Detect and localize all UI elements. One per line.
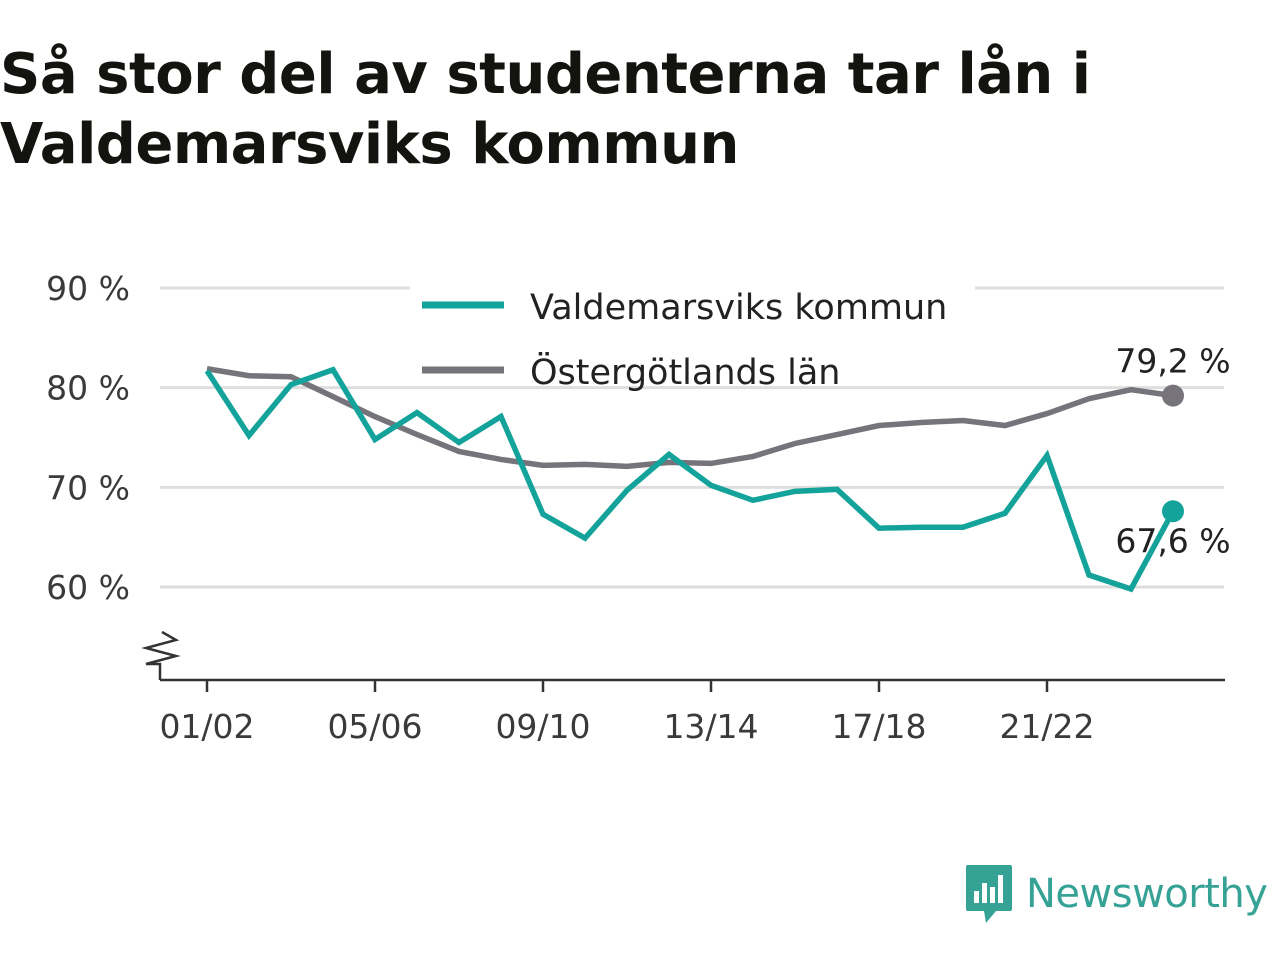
- series-end-label: 79,2 %: [1115, 342, 1230, 381]
- legend-background: [410, 282, 975, 386]
- x-tick-label: 09/10: [495, 707, 590, 746]
- series-end-point: [1162, 500, 1184, 523]
- newsworthy-logo-icon: [966, 865, 1012, 923]
- x-tick-label: 21/22: [999, 707, 1094, 746]
- newsworthy-brand: Newsworthy: [964, 862, 1268, 926]
- y-tick-label: 70 %: [46, 468, 130, 507]
- y-axis-ticks: 60 % 70 % 80 % 90 %: [46, 269, 130, 607]
- axis-break-icon: [141, 630, 181, 680]
- y-tick-label: 60 %: [46, 568, 130, 607]
- chart-title: Så stor del av studenterna tar lån i Val…: [0, 42, 1091, 177]
- x-tick-label: 05/06: [327, 707, 422, 746]
- series-line: [204, 366, 1176, 593]
- series-endpoints: 67,6 % 79,2 %: [1115, 342, 1230, 561]
- legend-label-valdemarsviks: Valdemarsviks kommun: [530, 288, 947, 328]
- x-tick-label: 13/14: [663, 707, 758, 746]
- x-tick-label: 17/18: [831, 707, 926, 746]
- x-axis: [141, 630, 1225, 682]
- legend-label-ostergotlands: Östergötlands län: [530, 351, 840, 393]
- series-line: [206, 366, 1174, 470]
- x-axis-ticks: 01/02 05/06 09/10 13/14 17/18 21/22: [159, 680, 1095, 746]
- series-end-label: 67,6 %: [1115, 521, 1230, 560]
- y-tick-label: 80 %: [46, 369, 130, 408]
- series-lines: [204, 366, 1176, 593]
- x-tick-label: 01/02: [159, 707, 254, 746]
- legend: Valdemarsviks kommun Östergötlands län: [410, 282, 975, 393]
- y-tick-label: 90 %: [46, 269, 130, 308]
- brand-name: Newsworthy: [1026, 871, 1268, 917]
- series-end-point: [1162, 384, 1184, 407]
